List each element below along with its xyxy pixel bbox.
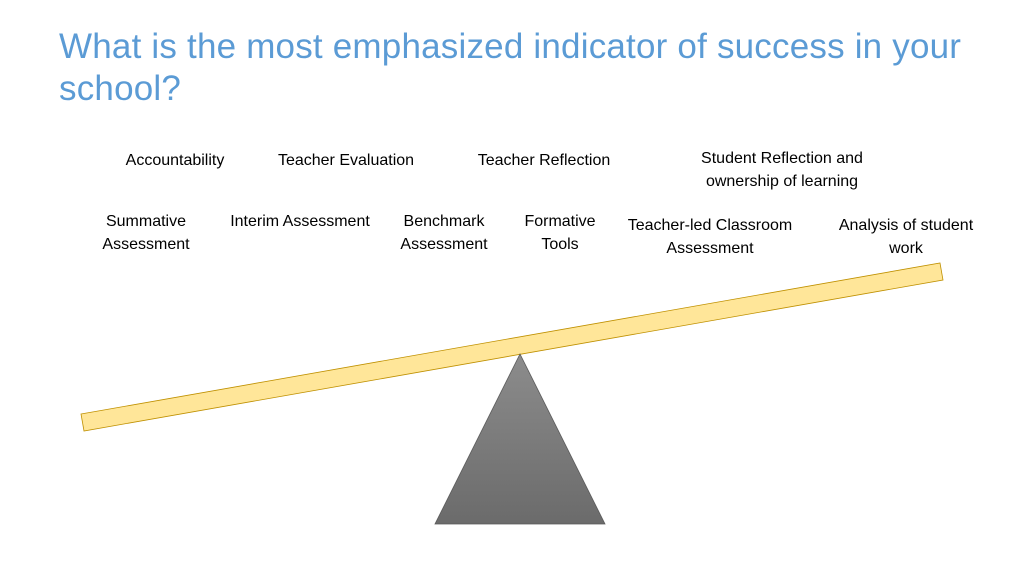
label-benchmark-assessment: Benchmark Assessment bbox=[400, 213, 488, 253]
label-teacher-evaluation: Teacher Evaluation bbox=[277, 152, 415, 169]
label-accountability: Accountability bbox=[125, 152, 225, 169]
label-summative-assessment: Summative Assessment bbox=[102, 213, 190, 253]
label-teacher-led-classroom-assessment: Teacher-led Classroom Assessment bbox=[627, 217, 793, 257]
seesaw-beam bbox=[80, 262, 944, 432]
label-analysis-of-student-work: Analysis of student work bbox=[838, 217, 974, 257]
label-interim-assessment: Interim Assessment bbox=[230, 213, 370, 230]
label-student-reflection: Student Reflection and ownership of lear… bbox=[701, 150, 863, 190]
seesaw-fulcrum bbox=[434, 353, 606, 525]
label-teacher-reflection: Teacher Reflection bbox=[477, 152, 611, 169]
slide-title: What is the most emphasized indicator of… bbox=[59, 27, 962, 108]
label-formative-tools: Formative Tools bbox=[524, 213, 596, 253]
